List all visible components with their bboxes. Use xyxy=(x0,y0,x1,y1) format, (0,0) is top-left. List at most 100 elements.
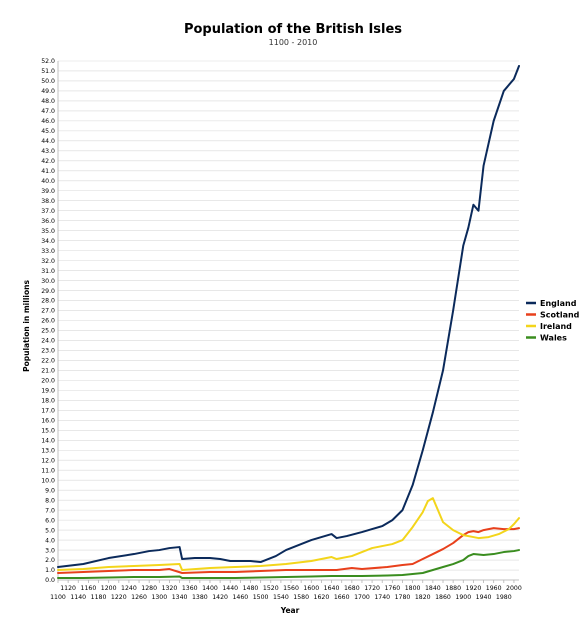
x-tick-label: 1400 xyxy=(202,585,218,592)
x-tick-label: 1240 xyxy=(121,585,137,592)
y-tick-label: 43.0 xyxy=(41,148,55,155)
x-tick-labels: 1120 1160 1200 1240 1280 1320 1360 1400 1440 1480… xyxy=(50,585,522,601)
legend-label-england: England xyxy=(540,299,577,308)
y-tick-labels: 0.0 1.0 2.0 3.0 4.0 5.0 6.0 7.0 8.0 9.0 10.0 11.0 12… xyxy=(41,58,55,584)
y-tick-label: 3.0 xyxy=(45,547,55,554)
x-tick-label: 1440 xyxy=(222,585,238,592)
x-tick-label: 1580 xyxy=(293,594,309,601)
x-tick-label: 1180 xyxy=(91,594,107,601)
y-tick-label: 37.0 xyxy=(41,208,55,215)
x-tick-label: 1800 xyxy=(405,585,421,592)
y-tick-label: 4.0 xyxy=(45,537,55,544)
x-tick-label: 1960 xyxy=(486,585,502,592)
x-tick-label: 1620 xyxy=(314,594,330,601)
x-tick-label: 1100 xyxy=(50,594,66,601)
x-tick-label: 1680 xyxy=(344,585,360,592)
y-tick-label: 24.0 xyxy=(41,338,55,345)
y-tick-label: 19.0 xyxy=(41,388,55,395)
x-tick-label: 1920 xyxy=(466,585,482,592)
y-tick-label: 7.0 xyxy=(45,507,55,514)
y-tick-label: 20.0 xyxy=(41,378,55,385)
x-tick-label: 1820 xyxy=(415,594,431,601)
x-tick-label: 1460 xyxy=(232,594,248,601)
y-tick-label: 31.0 xyxy=(41,268,55,275)
y-tick-label: 32.0 xyxy=(41,258,55,265)
x-tick-label: 1480 xyxy=(243,585,259,592)
series-line-ireland xyxy=(57,497,520,572)
y-tick-label: 0.0 xyxy=(45,577,55,584)
series-line-scotland xyxy=(57,527,520,575)
x-tick-label: 1420 xyxy=(212,594,228,601)
y-tick-label: 27.0 xyxy=(41,308,55,315)
y-tick-label: 16.0 xyxy=(41,418,55,425)
x-tick-label: 1300 xyxy=(151,594,167,601)
x-tick-label: 1160 xyxy=(81,585,97,592)
y-tick-label: 41.0 xyxy=(41,168,55,175)
x-tick-label: 1380 xyxy=(192,594,208,601)
y-tick-label: 48.0 xyxy=(41,98,55,105)
x-tick-label: 1660 xyxy=(334,594,350,601)
y-tick-label: 34.0 xyxy=(41,238,55,245)
series-line-england xyxy=(57,64,520,569)
y-tick-label: 28.0 xyxy=(41,298,55,305)
x-tick-label: 1880 xyxy=(445,585,461,592)
legend-label-scotland: Scotland xyxy=(540,311,580,320)
y-tick-label: 18.0 xyxy=(41,398,55,405)
x-tick-label: 1520 xyxy=(263,585,279,592)
y-tick-label: 5.0 xyxy=(45,527,55,534)
x-tick-label: 1260 xyxy=(131,594,147,601)
y-tick-label: 23.0 xyxy=(41,348,55,355)
x-tick-label: 1900 xyxy=(455,594,471,601)
axes xyxy=(57,61,519,583)
y-tick-label: 2.0 xyxy=(45,557,55,564)
y-tick-label: 11.0 xyxy=(41,467,55,474)
x-tick-label: 1720 xyxy=(364,585,380,592)
x-tick-label: 1600 xyxy=(303,585,319,592)
y-tick-label: 49.0 xyxy=(41,88,55,95)
y-tick-label: 35.0 xyxy=(41,228,55,235)
x-tick-label: 1140 xyxy=(70,594,86,601)
y-tick-label: 47.0 xyxy=(41,108,55,115)
x-tick-label: 1700 xyxy=(354,594,370,601)
x-tick-label: 1200 xyxy=(101,585,117,592)
y-tick-label: 9.0 xyxy=(45,487,55,494)
x-tick-label: 1780 xyxy=(395,594,411,601)
y-tick-label: 15.0 xyxy=(41,427,55,434)
y-tick-label: 29.0 xyxy=(41,288,55,295)
x-tick-label: 1560 xyxy=(283,585,299,592)
x-tick-label: 1340 xyxy=(172,594,188,601)
y-tick-label: 52.0 xyxy=(41,58,55,65)
chart-subtitle: 1100 - 2010 xyxy=(269,38,318,47)
y-tick-label: 38.0 xyxy=(41,198,55,205)
x-tick-label: 1940 xyxy=(476,594,492,601)
x-tick-label: 1120 xyxy=(60,585,76,592)
y-tick-label: 45.0 xyxy=(41,128,55,135)
series-line-wales xyxy=(57,549,520,579)
y-tick-label: 25.0 xyxy=(41,328,55,335)
y-tick-label: 13.0 xyxy=(41,447,55,454)
x-tick-label: 1840 xyxy=(425,585,441,592)
x-tick-label: 1280 xyxy=(141,585,157,592)
x-tick-label: 1760 xyxy=(384,585,400,592)
y-tick-label: 39.0 xyxy=(41,188,55,195)
y-tick-label: 17.0 xyxy=(41,408,55,415)
legend: England Scotland Ireland Wales xyxy=(526,299,580,343)
y-tick-label: 50.0 xyxy=(41,78,55,85)
x-tick-label: 2000 xyxy=(506,585,522,592)
y-tick-label: 44.0 xyxy=(41,138,55,145)
y-tick-label: 1.0 xyxy=(45,567,55,574)
x-tick-label: 1500 xyxy=(253,594,269,601)
y-tick-label: 42.0 xyxy=(41,158,55,165)
y-tick-label: 10.0 xyxy=(41,477,55,484)
y-tick-label: 46.0 xyxy=(41,118,55,125)
x-tick-label: 1640 xyxy=(324,585,340,592)
x-axis-label: Year xyxy=(280,606,300,615)
y-tick-label: 26.0 xyxy=(41,318,55,325)
y-tick-label: 36.0 xyxy=(41,218,55,225)
x-tick-label: 1740 xyxy=(374,594,390,601)
x-tick-label: 1980 xyxy=(496,594,512,601)
y-tick-label: 33.0 xyxy=(41,248,55,255)
legend-label-wales: Wales xyxy=(540,334,567,343)
